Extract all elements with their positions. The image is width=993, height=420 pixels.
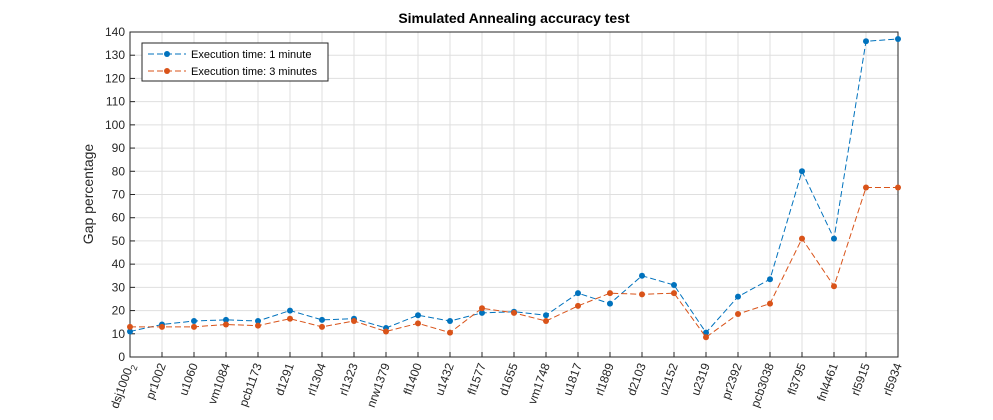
data-point [159,323,165,330]
y-tick-label: 70 [112,188,126,202]
data-point [255,322,261,329]
data-point [863,38,869,45]
x-tick-label: u1817 [560,361,585,397]
data-point [703,329,709,336]
data-point [895,35,901,42]
y-tick-label: 50 [112,234,126,248]
y-tick-label: 90 [112,141,126,155]
x-tick-label: rl5934 [880,361,905,397]
y-tick-label: 100 [105,118,125,132]
y-tick-label: 20 [112,304,126,318]
data-point [671,290,677,297]
data-point [575,290,581,297]
y-tick-label: 60 [112,211,126,225]
data-point [223,321,229,328]
data-point [447,329,453,336]
data-point [319,316,325,323]
data-point [383,328,389,335]
x-tick-label: rl5915 [848,361,873,397]
x-tick-label: nrw1379 [364,361,393,409]
data-point [127,323,133,330]
x-tick-label: rl1304 [304,361,329,397]
data-point [863,184,869,191]
data-point [447,318,453,325]
y-tick-label: 30 [112,280,126,294]
data-point [895,184,901,191]
data-point [223,316,229,323]
data-point [191,318,197,325]
legend-marker-1 [164,51,170,57]
y-tick-label: 10 [112,327,126,341]
x-tick-label: d2103 [624,361,649,397]
data-point [287,307,293,314]
y-tick-label: 140 [105,25,125,39]
data-point [607,300,613,307]
x-tick-label: d1655 [496,361,521,397]
y-tick-label: 40 [112,257,126,271]
x-tick-label: u2319 [688,361,713,397]
data-point [415,320,421,327]
data-point [543,318,549,325]
data-point [703,334,709,341]
data-point [415,312,421,319]
data-point [831,283,837,290]
data-point [191,323,197,330]
x-tick-label: pr2392 [719,361,745,401]
x-tick-label: rl1323 [336,361,361,397]
x-tick-label: fl1577 [464,361,488,397]
x-tick-label: u2152 [656,361,681,397]
data-point [639,272,645,279]
legend-label-1: Execution time: 1 minute [191,49,311,61]
y-tick-label: 80 [112,164,126,178]
legend: Execution time: 1 minute Execution time:… [141,42,329,82]
data-point [671,282,677,289]
x-tick-label: rl1889 [592,361,617,397]
data-point [319,323,325,330]
x-tick-label: pcb3038 [748,361,777,409]
legend-marker-2 [164,68,170,74]
x-tick-label: pcb1173 [236,361,265,409]
x-tick-label: u1060 [176,361,201,397]
x-tick-label: d1291 [272,361,297,397]
y-axis: 0 10 20 30 40 50 60 70 80 90 100 110 120 130 140 [105,25,135,364]
y-tick-label: 120 [105,71,125,85]
x-tick-label: vm1748 [525,361,553,406]
data-point [767,300,773,307]
y-tick-label: 110 [106,95,125,109]
grid-lines [129,31,899,358]
data-point [735,293,741,300]
data-point [831,235,837,242]
data-point [575,302,581,309]
data-point [799,235,805,242]
chart-title: Simulated Annealing accuracy test [398,10,630,26]
data-point [479,305,485,312]
legend-box [141,42,329,82]
y-axis-label: Gap percentage [80,144,96,245]
data-point [511,309,517,316]
data-point [255,318,261,325]
data-point [735,311,741,318]
data-point [639,291,645,298]
data-point [767,276,773,283]
data-point [607,290,613,297]
data-point [543,312,549,319]
data-point [351,318,357,325]
x-tick-label: vm1084 [205,361,233,406]
y-tick-label: 130 [105,48,125,62]
data-point [799,168,805,175]
data-point [287,315,293,322]
x-tick-label: dsj10002 [108,361,140,411]
data-point [127,328,133,335]
series-group [127,35,901,341]
x-tick-label: fl1400 [400,361,424,397]
data-point [479,309,485,316]
x-tick-label: fl3795 [784,361,808,397]
x-tick-label: pr1002 [143,361,169,401]
x-axis: dsj10002 pr1002 u1060 vm1084 pcb1173 d1291 rl1… [108,352,905,411]
y-tick-label: 0 [118,350,125,364]
x-tick-label: u1432 [432,361,457,397]
legend-label-2: Execution time: 3 minutes [191,66,317,78]
x-tick-label: fnl4461 [814,361,841,403]
